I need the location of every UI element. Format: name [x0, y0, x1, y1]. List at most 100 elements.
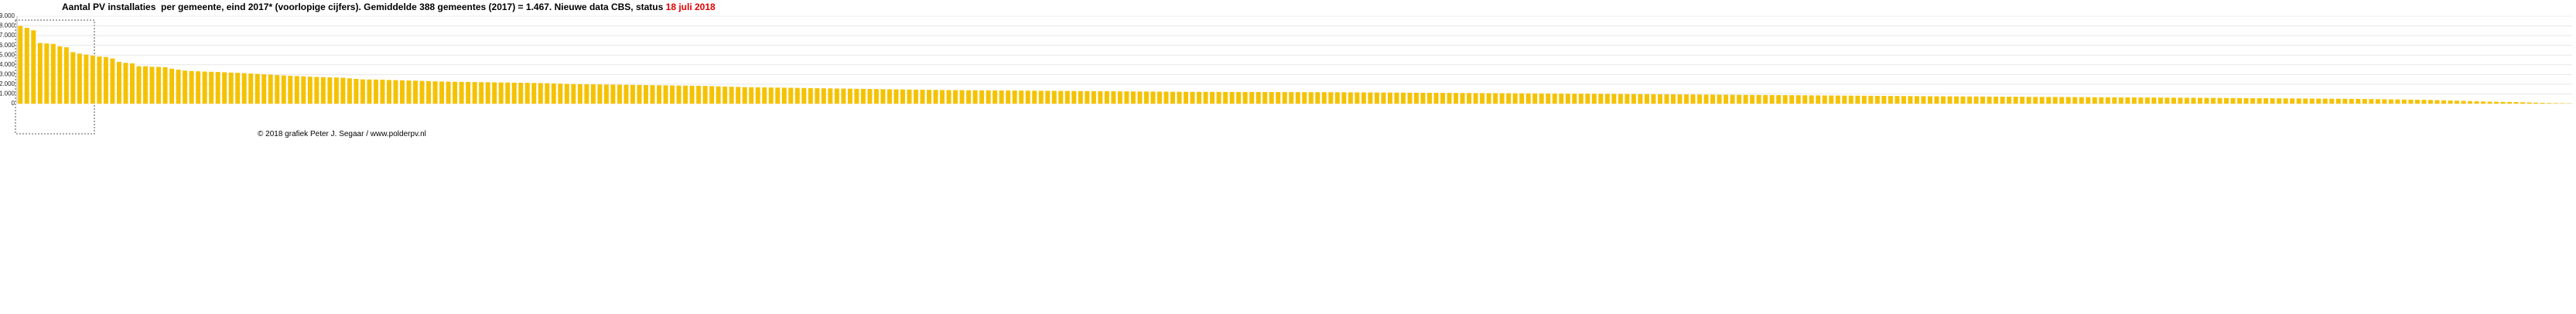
- bar: [1052, 90, 1057, 104]
- bar: [1085, 91, 1089, 104]
- bar: [321, 77, 326, 104]
- bar: [1763, 95, 1768, 104]
- bar: [1355, 92, 1359, 104]
- bar: [1381, 93, 1385, 104]
- bar: [1006, 90, 1010, 104]
- bar: [1092, 91, 1096, 104]
- bar: [1461, 93, 1465, 104]
- bar: [1908, 96, 1912, 104]
- bar: [242, 73, 247, 104]
- bar: [880, 89, 885, 104]
- bar: [716, 87, 721, 104]
- bar: [867, 89, 872, 104]
- bar: [1454, 93, 1458, 104]
- bar: [1546, 94, 1550, 104]
- bar: [597, 84, 602, 104]
- bar: [2066, 97, 2071, 104]
- bar: [268, 75, 273, 104]
- bar: [1605, 94, 1610, 104]
- bar: [196, 71, 200, 104]
- y-tick-label: 0: [12, 100, 15, 107]
- bar: [1651, 94, 1655, 104]
- bar: [1744, 95, 1748, 104]
- bar: [1757, 95, 1761, 104]
- bar: [117, 62, 121, 104]
- bar: [426, 81, 431, 104]
- bar: [940, 90, 945, 104]
- bar: [84, 55, 88, 104]
- bar: [354, 79, 358, 104]
- bar: [1368, 93, 1372, 104]
- bar: [1750, 95, 1754, 104]
- bar: [2000, 97, 2005, 104]
- bar: [683, 86, 688, 104]
- bar: [1717, 94, 1722, 104]
- bar: [301, 77, 306, 104]
- bar: [216, 72, 220, 104]
- bar: [2468, 101, 2472, 104]
- y-tick-label: 1.000: [0, 90, 15, 97]
- bar: [1816, 95, 1820, 104]
- bar: [64, 47, 69, 104]
- bar: [2020, 97, 2024, 104]
- bar: [1269, 92, 1274, 104]
- bar: [2270, 98, 2275, 104]
- bar: [473, 82, 477, 104]
- bar: [2329, 99, 2334, 104]
- bar: [1500, 94, 1505, 104]
- bar: [2369, 99, 2373, 104]
- bar: [1664, 94, 1669, 104]
- bar: [1302, 92, 1307, 104]
- bar: [644, 85, 648, 104]
- bar: [1249, 92, 1254, 104]
- bar: [2093, 97, 2097, 104]
- bar: [150, 67, 155, 104]
- bar: [255, 74, 260, 104]
- bar: [545, 84, 549, 104]
- bar: [460, 82, 464, 104]
- bar: [900, 90, 905, 104]
- bar: [2395, 100, 2400, 104]
- bar: [1823, 95, 1827, 104]
- bar: [1928, 96, 1932, 104]
- y-tick-label: 6.000: [0, 42, 15, 49]
- bar: [1230, 92, 1235, 104]
- bar: [1474, 93, 1478, 104]
- bar: [2218, 98, 2222, 104]
- bar: [1710, 94, 1715, 104]
- bar: [505, 83, 510, 104]
- bar: [1256, 92, 1261, 104]
- bar: [1572, 94, 1577, 104]
- bar: [1888, 96, 1893, 104]
- bar: [420, 81, 425, 104]
- chart-title: Aantal PV installaties per gemeente, ein…: [62, 2, 716, 12]
- bar: [2106, 97, 2110, 104]
- bar: [1434, 93, 1439, 104]
- bar: [538, 83, 543, 104]
- y-tick-label: 4.000: [0, 61, 15, 68]
- bar: [992, 90, 997, 104]
- bar: [2421, 100, 2426, 104]
- bar: [2415, 100, 2420, 104]
- bar: [1954, 97, 1959, 104]
- bar: [295, 76, 299, 104]
- bar: [1941, 97, 1946, 104]
- bar: [1704, 94, 1709, 104]
- title-text: Aantal PV installaties per gemeente, ein…: [62, 2, 666, 12]
- bar: [736, 87, 740, 104]
- bar: [1802, 95, 1807, 104]
- bar: [1487, 93, 1491, 104]
- bar: [703, 86, 708, 104]
- bar: [677, 86, 682, 104]
- bar: [2112, 97, 2116, 104]
- bar: [756, 87, 760, 104]
- bar: [137, 67, 142, 104]
- bar: [1724, 95, 1728, 104]
- bar: [235, 73, 240, 104]
- bar: [2448, 101, 2453, 104]
- bar: [492, 83, 497, 104]
- bar: [176, 70, 181, 104]
- bar: [248, 73, 253, 104]
- bar: [203, 72, 207, 104]
- bar: [453, 82, 457, 104]
